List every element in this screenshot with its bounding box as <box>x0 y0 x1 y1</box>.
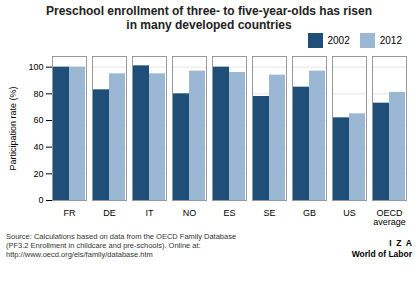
html-text:2012: 2012 <box>379 34 402 46</box>
svg-text:NO: NO <box>183 208 197 218</box>
svg-text:40: 40 <box>33 142 43 152</box>
svg-text:100: 100 <box>28 62 43 72</box>
svg-text:SE: SE <box>263 208 275 218</box>
html-text:I Z A World of Labor: I Z A World of Labor <box>351 238 412 259</box>
svg-text:DE: DE <box>103 208 116 218</box>
svg-text:GB: GB <box>303 208 316 218</box>
svg-text:ES: ES <box>223 208 235 218</box>
html-text:Source: Calculations based on: Source: Calculations based on data from … <box>6 231 237 259</box>
svg-text:US: US <box>343 208 356 218</box>
html-text:2002: 2002 <box>327 34 350 46</box>
svg-text:80: 80 <box>33 88 43 98</box>
svg-text:Participation rate (%): Participation rate (%) <box>8 86 18 170</box>
svg-text:20: 20 <box>33 168 43 178</box>
svg-text:FR: FR <box>64 208 76 218</box>
svg-text:OECDaverage: OECDaverage <box>373 208 406 227</box>
svg-text:0: 0 <box>38 195 43 205</box>
svg-text:60: 60 <box>33 115 43 125</box>
html-text:Preschool enrollment of three-: Preschool enrollment of three- to five-y… <box>46 4 372 33</box>
svg-text:IT: IT <box>146 208 155 218</box>
